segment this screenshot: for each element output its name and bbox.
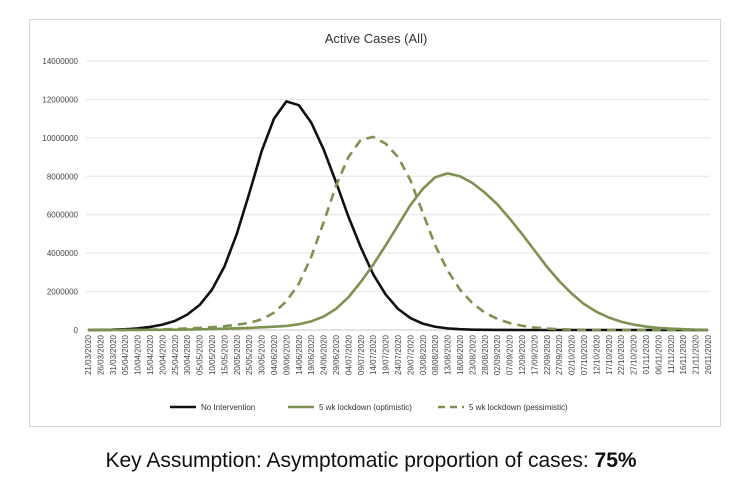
caption-value: 75% — [594, 449, 637, 472]
y-tick-label: 10000000 — [42, 134, 78, 143]
series-line-2 — [88, 172, 709, 332]
x-tick-label: 12/09/2020 — [518, 334, 527, 375]
y-tick-label: 6000000 — [47, 211, 79, 220]
legend-label-3: 5 wk lockdown (pessimistic) — [469, 403, 568, 412]
chart-title: Active Cases (All) — [325, 31, 428, 46]
x-tick-label: 09/07/2020 — [357, 334, 366, 375]
x-tick-label: 14/06/2020 — [295, 334, 304, 375]
legend: No Intervention 5 wk lockdown (optimistic… — [170, 403, 568, 412]
x-tick-label: 04/06/2020 — [270, 334, 279, 375]
y-axis-ticks: 0 2000000 4000000 6000000 8000000 10000000 120… — [42, 57, 78, 335]
x-tick-label: 02/10/2020 — [568, 334, 577, 375]
x-tick-label: 29/07/2020 — [406, 334, 415, 375]
legend-label-2: 5 wk lockdown (optimistic) — [319, 403, 412, 412]
x-tick-label: 19/06/2020 — [307, 334, 316, 375]
chart-frame: Active Cases (All) 0 2000000 4000000 600000… — [29, 19, 721, 427]
y-tick-label: 4000000 — [47, 249, 79, 258]
series-lines — [87, 100, 709, 332]
x-tick-label: 20/04/2020 — [158, 334, 167, 375]
x-tick-label: 18/08/2020 — [456, 334, 465, 375]
x-tick-label: 12/10/2020 — [592, 334, 601, 375]
x-tick-label: 22/09/2020 — [543, 334, 552, 375]
x-tick-label: 15/04/2020 — [146, 334, 155, 375]
series-line-3 — [88, 135, 708, 332]
x-tick-label: 28/08/2020 — [481, 334, 490, 375]
x-tick-label: 05/04/2020 — [121, 334, 130, 375]
x-tick-label: 01/11/2020 — [642, 334, 651, 374]
x-tick-label: 16/11/2020 — [679, 334, 688, 374]
x-tick-label: 15/05/2020 — [220, 334, 229, 375]
y-tick-label: 2000000 — [47, 288, 79, 297]
x-tick-label: 03/08/2020 — [419, 334, 428, 375]
x-tick-label: 21/11/2020 — [692, 334, 701, 374]
x-tick-label: 23/08/2020 — [468, 334, 477, 375]
x-tick-label: 07/09/2020 — [506, 334, 515, 375]
x-tick-label: 19/07/2020 — [382, 334, 391, 375]
legend-label-1: No Intervention — [201, 403, 255, 412]
x-tick-label: 31/03/2020 — [109, 334, 118, 375]
x-tick-label: 11/11/2020 — [667, 334, 676, 373]
x-tick-label: 09/06/2020 — [282, 334, 291, 375]
x-tick-label: 26/03/2020 — [96, 334, 105, 375]
x-tick-label: 07/10/2020 — [580, 334, 589, 375]
x-tick-label: 04/07/2020 — [344, 334, 353, 375]
x-tick-label: 06/11/2020 — [654, 334, 663, 374]
key-assumption-caption: Key Assumption: Asymptomatic proportion … — [0, 449, 742, 473]
x-tick-label: 10/05/2020 — [208, 334, 217, 375]
y-tick-label: 14000000 — [42, 57, 78, 66]
x-tick-label: 25/04/2020 — [171, 334, 180, 375]
x-tick-label: 13/08/2020 — [444, 334, 453, 375]
x-tick-label: 20/05/2020 — [233, 334, 242, 375]
y-tick-label: 8000000 — [47, 172, 79, 181]
x-tick-label: 24/07/2020 — [394, 334, 403, 375]
x-axis-ticks: 21/03/2020 26/03/2020 31/03/2020 05/04/2020… — [84, 334, 713, 375]
x-tick-label: 17/09/2020 — [530, 334, 539, 375]
x-tick-label: 26/11/2020 — [704, 334, 713, 374]
x-tick-label: 14/07/2020 — [369, 334, 378, 375]
y-tick-label: 0 — [74, 326, 79, 335]
x-tick-label: 27/09/2020 — [555, 334, 564, 375]
x-tick-label: 30/04/2020 — [183, 334, 192, 375]
active-cases-chart: Active Cases (All) 0 2000000 4000000 600000… — [42, 31, 713, 412]
series-line-1 — [87, 100, 708, 332]
gridlines — [86, 60, 710, 331]
x-tick-label: 21/03/2020 — [84, 334, 93, 375]
x-tick-label: 25/05/2020 — [245, 334, 254, 375]
x-tick-label: 22/10/2020 — [617, 334, 626, 375]
caption-text: Key Assumption: Asymptomatic proportion … — [105, 449, 595, 472]
x-tick-label: 29/06/2020 — [332, 334, 341, 375]
x-tick-label: 05/05/2020 — [196, 334, 205, 375]
x-tick-label: 27/10/2020 — [630, 334, 639, 375]
x-tick-label: 02/09/2020 — [493, 334, 502, 375]
y-tick-label: 12000000 — [42, 95, 78, 104]
x-tick-label: 24/06/2020 — [320, 334, 329, 375]
x-tick-label: 17/10/2020 — [605, 334, 614, 375]
x-tick-label: 10/04/2020 — [134, 334, 143, 375]
x-tick-label: 08/08/2020 — [431, 334, 440, 375]
x-tick-label: 30/05/2020 — [258, 334, 267, 375]
